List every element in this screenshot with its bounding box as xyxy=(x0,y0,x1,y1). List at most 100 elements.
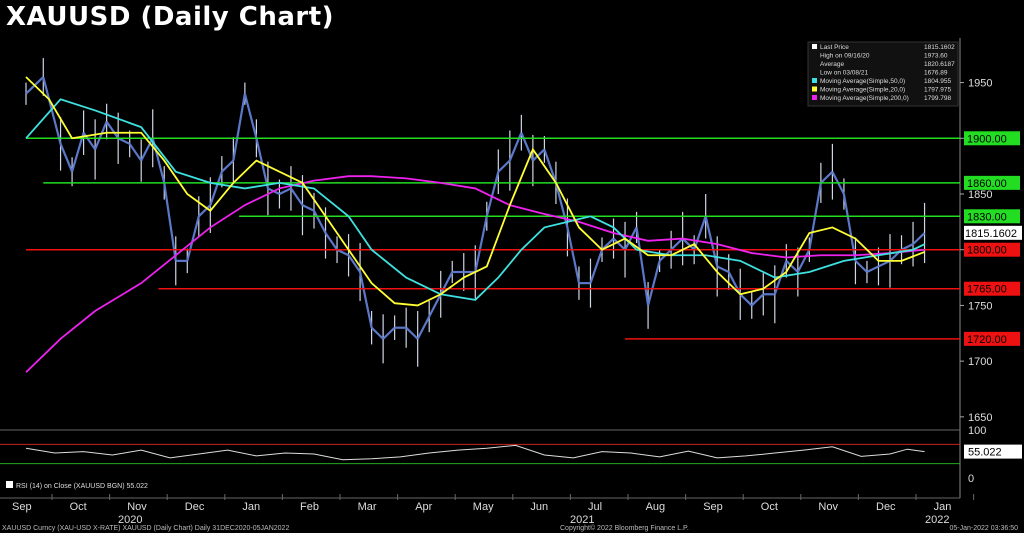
price-segment xyxy=(105,120,120,139)
price-segment xyxy=(163,182,177,262)
price-segment xyxy=(117,137,131,145)
x-year-label: 2021 xyxy=(570,514,594,526)
price-segment xyxy=(878,259,891,268)
plot-area xyxy=(0,38,960,428)
price-segment xyxy=(739,293,753,307)
last-price-label: 1815.1602 xyxy=(965,228,1017,240)
price-segment xyxy=(209,171,223,206)
price-segment xyxy=(670,237,684,251)
price-segment xyxy=(186,216,200,262)
level-label-bg xyxy=(964,331,1020,346)
rsi-line xyxy=(25,444,925,461)
price-segment xyxy=(901,243,914,251)
legend-value: 1676.89 xyxy=(924,70,948,77)
price-segment xyxy=(532,148,546,162)
footer-copyright: Copyright© 2022 Bloomberg Finance L.P. xyxy=(560,525,689,532)
legend-label: Average xyxy=(820,61,844,68)
y-tick-label: 1700 xyxy=(968,356,992,368)
legend-value: 1815.1602 xyxy=(924,44,955,51)
rsi-legend-label: RSI (14) on Close (XAUUSD BGN) 55.022 xyxy=(16,483,148,490)
legend-label: Low on 03/08/21 xyxy=(820,70,868,77)
price-segment xyxy=(428,293,442,318)
x-month-label: Oct xyxy=(70,501,87,513)
y-tick-label: 1950 xyxy=(968,78,992,90)
price-segment xyxy=(647,260,661,306)
level-label-bg xyxy=(964,131,1020,146)
price-segment xyxy=(543,149,557,184)
price-segment xyxy=(612,237,626,251)
x-month-label: Jan xyxy=(242,501,260,513)
price-segment xyxy=(485,171,500,217)
price-segment xyxy=(243,93,258,139)
price-segment xyxy=(347,254,361,273)
rsi-last-bg xyxy=(964,444,1022,459)
x-month-label: Jun xyxy=(530,501,548,513)
x-month-label: Dec xyxy=(185,501,205,513)
x-month-label: Sep xyxy=(703,501,723,513)
legend-label: Moving Average(Simple,50,0) xyxy=(820,78,905,85)
rsi-last-label: 55.022 xyxy=(968,447,1002,459)
price-segment xyxy=(716,265,730,273)
ma200-line xyxy=(25,175,925,373)
price-segment xyxy=(313,210,327,234)
footer-source: XAUUSD Curncy (XAU-USD X-RATE) XAUUSD (D… xyxy=(2,525,290,532)
legend-swatch xyxy=(812,95,817,100)
price-segment xyxy=(221,159,235,173)
price-segment xyxy=(382,326,396,340)
level-label: 1900.00 xyxy=(967,133,1007,145)
x-month-label: Oct xyxy=(761,501,778,513)
x-month-label: Nov xyxy=(127,501,147,513)
legend-value: 1797.975 xyxy=(924,87,951,94)
price-segment xyxy=(635,227,650,306)
price-segment xyxy=(370,326,384,340)
rsi-swatch xyxy=(6,481,13,488)
chart-title: XAUUSD (Daily Chart) xyxy=(6,2,335,32)
price-segment xyxy=(624,226,638,251)
x-month-label: Feb xyxy=(300,501,319,513)
price-segment xyxy=(94,121,108,150)
legend-swatch xyxy=(812,86,817,92)
price-segment xyxy=(232,93,246,161)
x-month-label: Jan xyxy=(934,501,952,513)
price-segment xyxy=(290,187,304,206)
price-segment xyxy=(278,187,292,195)
price-segment xyxy=(497,159,511,173)
price-segment xyxy=(785,260,799,273)
price-segment xyxy=(59,143,74,173)
price-segment xyxy=(439,271,454,295)
level-label: 1720.00 xyxy=(967,334,1007,346)
price-segment xyxy=(727,271,742,295)
price-segment xyxy=(508,132,523,161)
price-segment xyxy=(128,143,143,162)
legend-label: Moving Average(Simple,20,0) xyxy=(820,87,905,94)
price-segment xyxy=(359,271,373,328)
price-segment xyxy=(324,232,338,251)
price-segment xyxy=(566,227,581,284)
price-segment xyxy=(554,182,569,228)
legend-label: Last Price xyxy=(820,44,849,51)
price-segment xyxy=(796,249,811,273)
x-month-label: Aug xyxy=(646,501,666,513)
last-price-bg xyxy=(964,225,1022,240)
x-month-label: Nov xyxy=(818,501,838,513)
price-segment xyxy=(866,265,879,273)
level-label-bg xyxy=(964,242,1020,257)
price-segment xyxy=(42,76,62,145)
y-tick-label: 1650 xyxy=(968,412,992,424)
level-label: 1860.00 xyxy=(967,178,1007,190)
level-label: 1765.00 xyxy=(967,284,1007,296)
price-segment xyxy=(71,132,85,173)
level-label: 1830.00 xyxy=(967,211,1007,223)
price-segment xyxy=(416,316,431,340)
rsi-tick-label: 100 xyxy=(968,425,986,437)
x-year-label: 2022 xyxy=(925,514,949,526)
x-month-label: May xyxy=(473,501,494,513)
price-segment xyxy=(474,216,488,273)
price-segment xyxy=(820,170,834,184)
x-month-label: Mar xyxy=(358,501,377,513)
legend-value: 1820.6187 xyxy=(924,61,955,68)
legend-value: 1799.798 xyxy=(924,95,951,102)
price-segment xyxy=(336,248,350,257)
legend-box xyxy=(807,41,959,107)
